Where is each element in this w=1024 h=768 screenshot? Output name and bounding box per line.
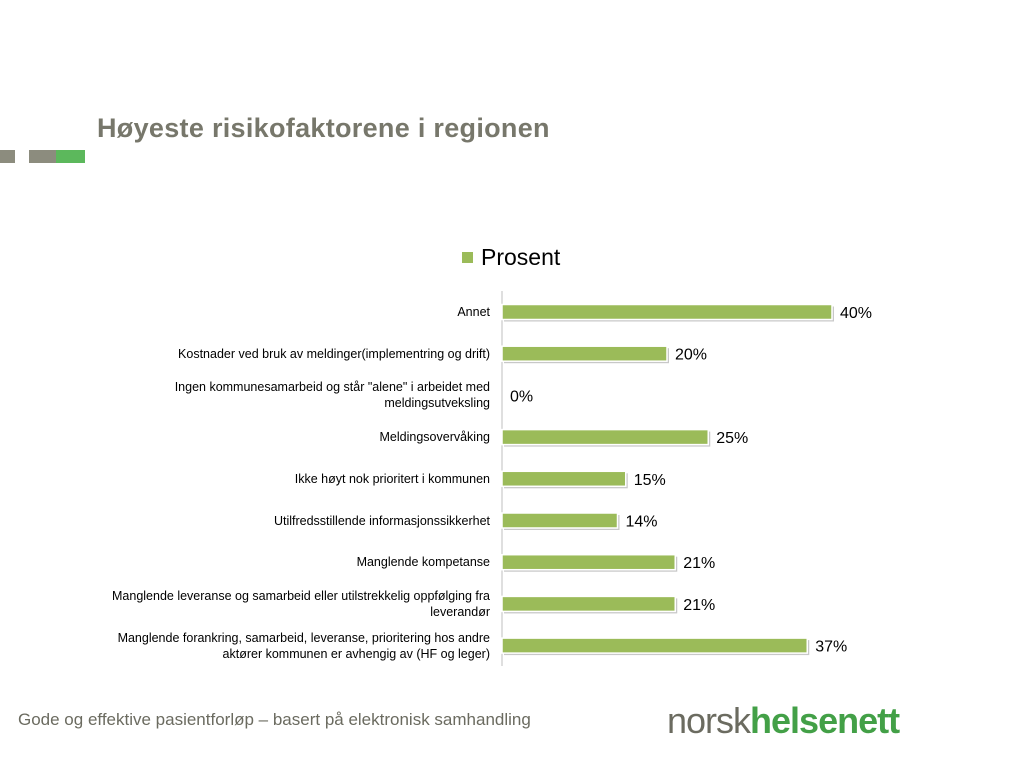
- decor-bar-green: [56, 150, 85, 163]
- data-label: 0%: [510, 388, 533, 405]
- data-label: 40%: [840, 305, 872, 322]
- data-label: 21%: [683, 555, 715, 572]
- category-label: Kostnader ved bruk av meldinger(implemen…: [178, 346, 490, 361]
- bar: [501, 303, 833, 321]
- page-title: Høyeste risikofaktorene i regionen: [97, 113, 550, 143]
- category-label: Meldingsovervåking: [379, 430, 490, 445]
- data-label: 20%: [675, 347, 707, 364]
- logo-part-norsk: norsk: [667, 700, 751, 741]
- bar: [501, 512, 619, 529]
- legend-label: Prosent: [481, 243, 561, 270]
- bar: [501, 428, 709, 446]
- bar: [501, 470, 627, 488]
- chart-legend: Prosent: [462, 242, 560, 272]
- decor-bar-gray-left: [0, 150, 15, 163]
- bar: [501, 553, 676, 571]
- category-label: Annet: [457, 305, 490, 319]
- bar: [501, 637, 808, 654]
- category-label: Manglende forankring, samarbeid, leveran…: [117, 630, 490, 661]
- data-label: 21%: [683, 597, 715, 614]
- category-label: Ingen kommunesamarbeid og står "alene" i…: [174, 380, 490, 411]
- category-label: Utilfredsstillende informasjonssikkerhet: [273, 513, 490, 528]
- category-label: Ikke høyt nok prioritert i kommunen: [294, 471, 490, 486]
- logo-part-helsenett: helsenett: [750, 700, 900, 741]
- data-label: 37%: [815, 639, 847, 656]
- norsk-helsenett-logo: norskhelsenett: [667, 700, 900, 742]
- data-label: 25%: [716, 430, 748, 447]
- bar-chart: 40% Annet 20% Kostnader ved bruk av melding…: [112, 291, 872, 666]
- data-label: 15%: [634, 472, 666, 489]
- data-label: 14%: [626, 514, 658, 531]
- decor-bar-gray-middle: [29, 150, 56, 163]
- bar: [501, 595, 676, 613]
- legend-swatch: [462, 251, 473, 263]
- category-label: Manglende leveranse og samarbeid eller u…: [112, 588, 490, 619]
- footer-text: Gode og effektive pasientforløp – basert…: [18, 710, 531, 729]
- bar: [501, 345, 668, 362]
- category-label: Manglende kompetanse: [356, 555, 490, 570]
